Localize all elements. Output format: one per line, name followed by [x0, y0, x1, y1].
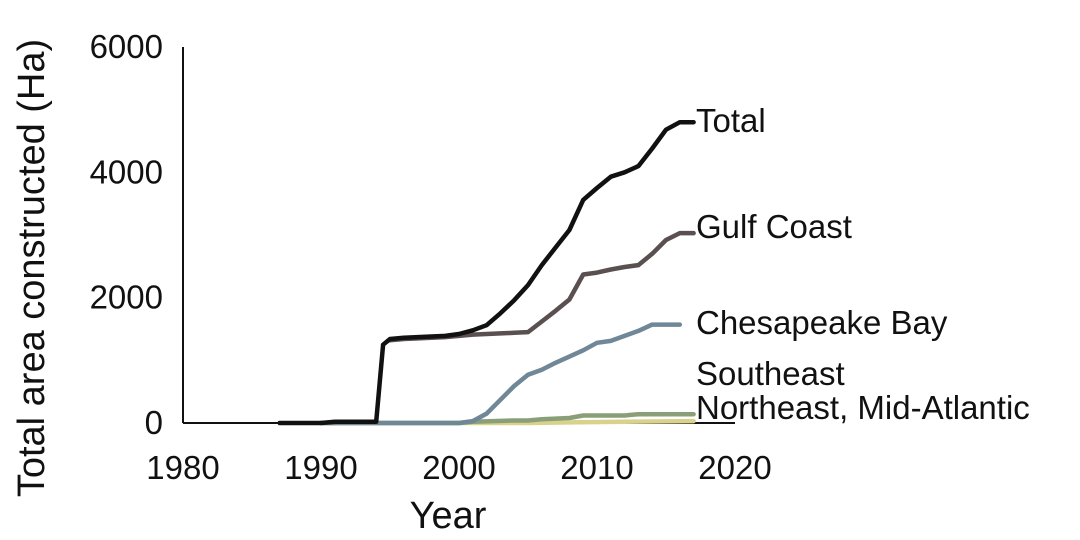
series-label-total: Total: [696, 102, 766, 139]
x-tick-label: 1980: [146, 449, 219, 486]
series-label-southeast: Southeast: [696, 355, 845, 392]
series-labels: Total Gulf Coast Chesapeake Bay SoutheastNo…: [696, 102, 1030, 426]
series-line-chesapeake-bay: [318, 322, 683, 426]
y-tick-label: 0: [145, 404, 163, 441]
y-tick-label: 2000: [90, 279, 163, 316]
x-axis-title: Year: [410, 495, 487, 537]
x-tick-label: 2000: [422, 449, 495, 486]
x-tick-label: 2010: [560, 449, 633, 486]
x-tick-label: 1990: [284, 449, 357, 486]
plot-area: 0 2000 4000 6000 1980 1990 2000 2010 2020 Total…: [90, 28, 1030, 486]
y-axis-title: Total area constructed (Ha): [11, 39, 53, 497]
series-lines: [277, 119, 696, 426]
y-tick-labels: 0 2000 4000 6000: [90, 28, 163, 441]
series-line-total: [277, 119, 696, 426]
x-tick-labels: 1980 1990 2000 2010 2020: [146, 449, 771, 486]
series-label-gulf-coast: Gulf Coast: [696, 208, 852, 245]
y-tick-label: 4000: [90, 153, 163, 190]
y-tick-label: 6000: [90, 28, 163, 65]
x-tick-label: 2020: [698, 449, 771, 486]
series-label-chesapeake-bay: Chesapeake Bay: [696, 304, 948, 341]
series-label-northeast-mid-atlantic: Northeast, Mid-Atlantic: [696, 389, 1030, 426]
